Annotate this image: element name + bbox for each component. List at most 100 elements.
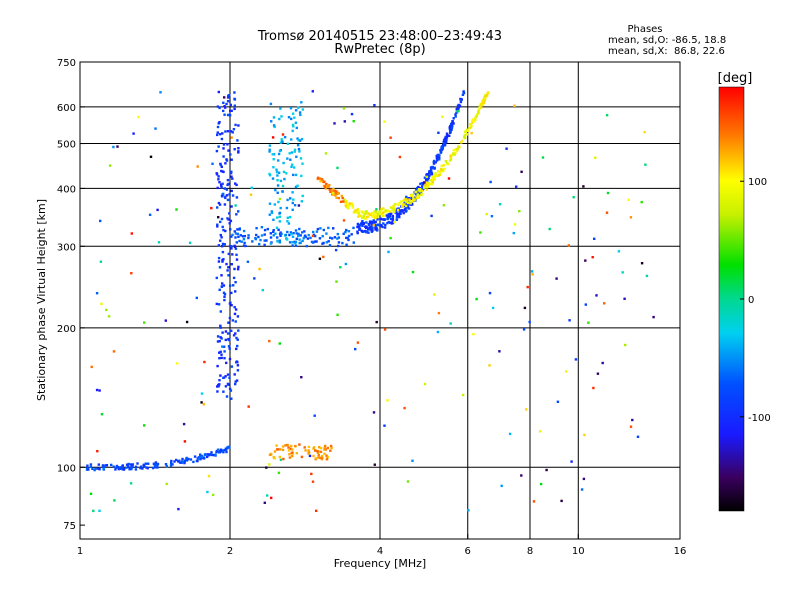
- data-point: [199, 455, 202, 458]
- data-point: [361, 224, 364, 227]
- data-point: [427, 176, 430, 180]
- data-point: [272, 229, 275, 232]
- data-point: [400, 209, 403, 212]
- data-point: [333, 122, 336, 125]
- data-point: [313, 240, 317, 243]
- data-point: [144, 462, 147, 465]
- data-point: [243, 234, 246, 238]
- data-point: [89, 492, 93, 495]
- data-point: [103, 465, 106, 468]
- data-point: [291, 112, 295, 115]
- data-point: [320, 178, 324, 181]
- data-point: [278, 149, 282, 153]
- data-point: [587, 321, 590, 324]
- data-point: [277, 159, 280, 162]
- data-point: [345, 243, 348, 246]
- data-point: [341, 196, 344, 200]
- data-point: [276, 184, 280, 187]
- data-point: [219, 326, 222, 329]
- data-point: [398, 212, 401, 216]
- data-point: [275, 444, 278, 447]
- data-point: [384, 223, 387, 227]
- data-point: [216, 206, 219, 209]
- data-point: [288, 453, 291, 456]
- data-point: [183, 459, 187, 462]
- data-point: [291, 235, 295, 238]
- data-point: [345, 236, 348, 240]
- data-point: [414, 193, 418, 196]
- data-point: [300, 101, 303, 104]
- data-point: [87, 468, 90, 471]
- data-point: [220, 274, 223, 277]
- data-point: [380, 208, 383, 211]
- data-point: [347, 230, 351, 233]
- data-point: [541, 156, 545, 159]
- data-point: [273, 125, 276, 129]
- data-point: [228, 113, 231, 116]
- data-point: [220, 186, 223, 189]
- data-point: [389, 221, 392, 224]
- data-point: [565, 370, 568, 373]
- data-point: [381, 218, 384, 221]
- data-point: [247, 405, 250, 408]
- data-point: [449, 129, 452, 132]
- data-point: [392, 205, 395, 209]
- data-point: [372, 213, 375, 216]
- data-point: [384, 209, 387, 212]
- data-point: [346, 206, 349, 209]
- data-point: [270, 120, 273, 123]
- data-point: [237, 151, 240, 154]
- data-point: [432, 162, 436, 165]
- data-point: [357, 212, 361, 215]
- data-point: [128, 468, 131, 471]
- colorbar-ticks: 100 0 -100: [740, 177, 771, 424]
- data-point: [234, 320, 237, 323]
- data-point: [294, 244, 298, 247]
- data-point: [243, 241, 246, 245]
- data-point: [323, 180, 326, 183]
- data-point: [211, 493, 215, 497]
- data-point: [427, 178, 430, 181]
- data-point: [219, 163, 222, 167]
- data-point: [281, 448, 285, 452]
- data-point: [226, 332, 230, 335]
- data-point: [453, 153, 456, 156]
- data-point: [230, 109, 233, 112]
- data-point: [268, 453, 272, 456]
- data-point: [397, 214, 401, 217]
- data-point: [429, 170, 432, 173]
- data-point: [405, 209, 408, 212]
- data-point: [276, 448, 280, 451]
- data-point: [218, 383, 221, 386]
- data-point: [139, 466, 142, 469]
- data-point: [343, 198, 346, 201]
- data-point: [304, 234, 307, 237]
- data-point: [582, 185, 585, 188]
- data-point: [318, 257, 322, 260]
- x-axis-label: Frequency [MHz]: [334, 557, 426, 570]
- data-point: [374, 212, 378, 215]
- data-point: [235, 347, 238, 351]
- data-point: [605, 211, 609, 214]
- data-point: [136, 462, 139, 465]
- data-point: [323, 452, 326, 455]
- data-point: [230, 136, 233, 139]
- data-point: [374, 220, 377, 224]
- data-point: [177, 507, 180, 511]
- data-point: [230, 158, 233, 161]
- data-point: [451, 124, 454, 128]
- data-point: [312, 446, 316, 449]
- y-tick-label: 100: [57, 463, 76, 474]
- data-point: [217, 178, 220, 181]
- x-tick-label: 4: [377, 546, 383, 557]
- data-point: [220, 194, 224, 198]
- data-point: [446, 133, 449, 137]
- data-point: [448, 159, 452, 162]
- data-point: [306, 237, 310, 240]
- data-point: [342, 200, 345, 203]
- data-point: [234, 236, 237, 239]
- data-point: [156, 208, 159, 212]
- data-point: [289, 158, 292, 161]
- data-point: [123, 467, 126, 471]
- data-point: [356, 341, 360, 344]
